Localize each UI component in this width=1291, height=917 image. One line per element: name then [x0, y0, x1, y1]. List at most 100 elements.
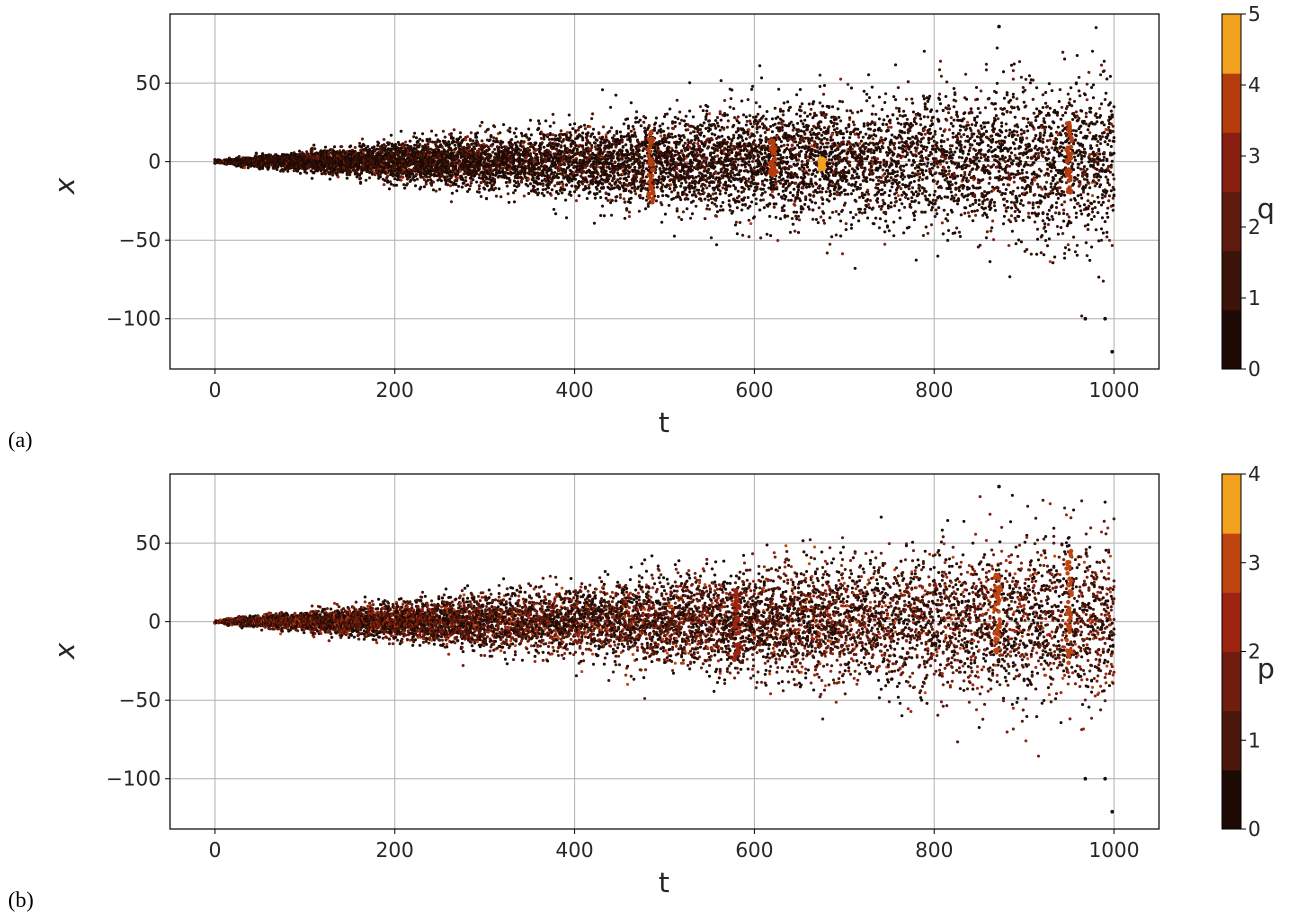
data-point: [454, 144, 457, 147]
data-point: [401, 155, 404, 158]
data-point: [473, 147, 476, 150]
data-point: [409, 140, 412, 143]
data-point: [608, 130, 611, 133]
data-point: [403, 144, 406, 147]
data-point: [516, 141, 519, 144]
data-point: [359, 177, 362, 180]
data-point: [554, 163, 557, 166]
data-point: [593, 222, 596, 225]
data-point: [613, 150, 616, 153]
data-point: [554, 134, 557, 137]
data-point: [523, 140, 526, 143]
data-point: [599, 148, 602, 151]
data-point: [544, 119, 547, 122]
data-point: [537, 119, 540, 122]
data-point: [610, 146, 613, 149]
data-point: [561, 150, 564, 153]
data-point: [438, 188, 441, 191]
data-point: [512, 191, 515, 194]
data-point: [472, 139, 475, 142]
data-point: [532, 177, 535, 180]
data-point: [603, 214, 606, 217]
data-point: [383, 138, 386, 141]
data-point: [427, 179, 430, 182]
data-point: [539, 146, 542, 149]
data-point: [560, 129, 563, 132]
data-point: [340, 145, 343, 148]
data-point: [454, 183, 457, 186]
data-point: [602, 125, 605, 128]
data-point: [606, 199, 609, 202]
data-point: [599, 196, 602, 199]
data-point: [299, 172, 302, 175]
data-point: [423, 185, 426, 188]
data-point: [570, 134, 573, 137]
data-point: [588, 191, 591, 194]
data-point: [516, 168, 519, 171]
data-point: [540, 137, 543, 140]
data-point: [421, 132, 424, 135]
data-point: [537, 177, 540, 180]
data-point: [542, 171, 545, 174]
data-point: [605, 136, 608, 139]
data-point: [432, 188, 435, 191]
data-point: [478, 187, 481, 190]
data-point: [507, 172, 510, 175]
data-point: [534, 168, 537, 171]
data-point: [565, 216, 568, 219]
data-point: [383, 183, 386, 186]
data-point: [592, 163, 595, 166]
data-point: [384, 145, 387, 148]
data-point: [510, 138, 513, 141]
data-point: [462, 178, 465, 181]
data-point: [371, 169, 374, 172]
data-point: [498, 187, 501, 190]
data-point: [551, 138, 554, 141]
data-point: [395, 184, 398, 187]
data-point: [383, 179, 386, 182]
data-point: [594, 142, 597, 145]
data-point: [390, 134, 393, 137]
data-point: [471, 143, 474, 146]
data-point: [557, 192, 560, 195]
data-point: [538, 122, 541, 125]
data-point: [613, 175, 616, 178]
data-point: [238, 155, 241, 158]
data-point: [597, 165, 600, 168]
data-point: [535, 153, 538, 156]
data-point: [574, 129, 577, 132]
data-point: [478, 166, 481, 169]
data-point: [444, 150, 447, 153]
data-point: [599, 214, 602, 217]
data-point: [559, 189, 562, 192]
data-point: [539, 182, 542, 185]
data-point: [374, 172, 377, 175]
data-point: [581, 183, 584, 186]
data-point: [540, 155, 543, 158]
data-point: [568, 114, 571, 117]
data-point: [502, 123, 505, 126]
data-point: [483, 188, 486, 191]
data-point: [544, 160, 547, 163]
data-point: [607, 177, 610, 180]
data-point: [430, 130, 433, 133]
data-point: [598, 155, 601, 158]
data-point: [478, 148, 481, 151]
data-point: [390, 147, 393, 150]
data-point: [452, 137, 455, 140]
data-point: [416, 178, 419, 181]
data-point: [596, 188, 599, 191]
data-point: [453, 128, 456, 131]
data-point: [430, 173, 433, 176]
data-point: [528, 137, 531, 140]
data-point: [591, 132, 594, 135]
data-point: [492, 136, 495, 139]
data-point: [569, 131, 572, 134]
data-point: [607, 147, 610, 150]
data-point: [596, 176, 599, 179]
data-point: [469, 184, 472, 187]
data-point: [543, 138, 546, 141]
data-point: [613, 187, 616, 190]
data-point: [551, 171, 554, 174]
data-point: [593, 160, 596, 163]
